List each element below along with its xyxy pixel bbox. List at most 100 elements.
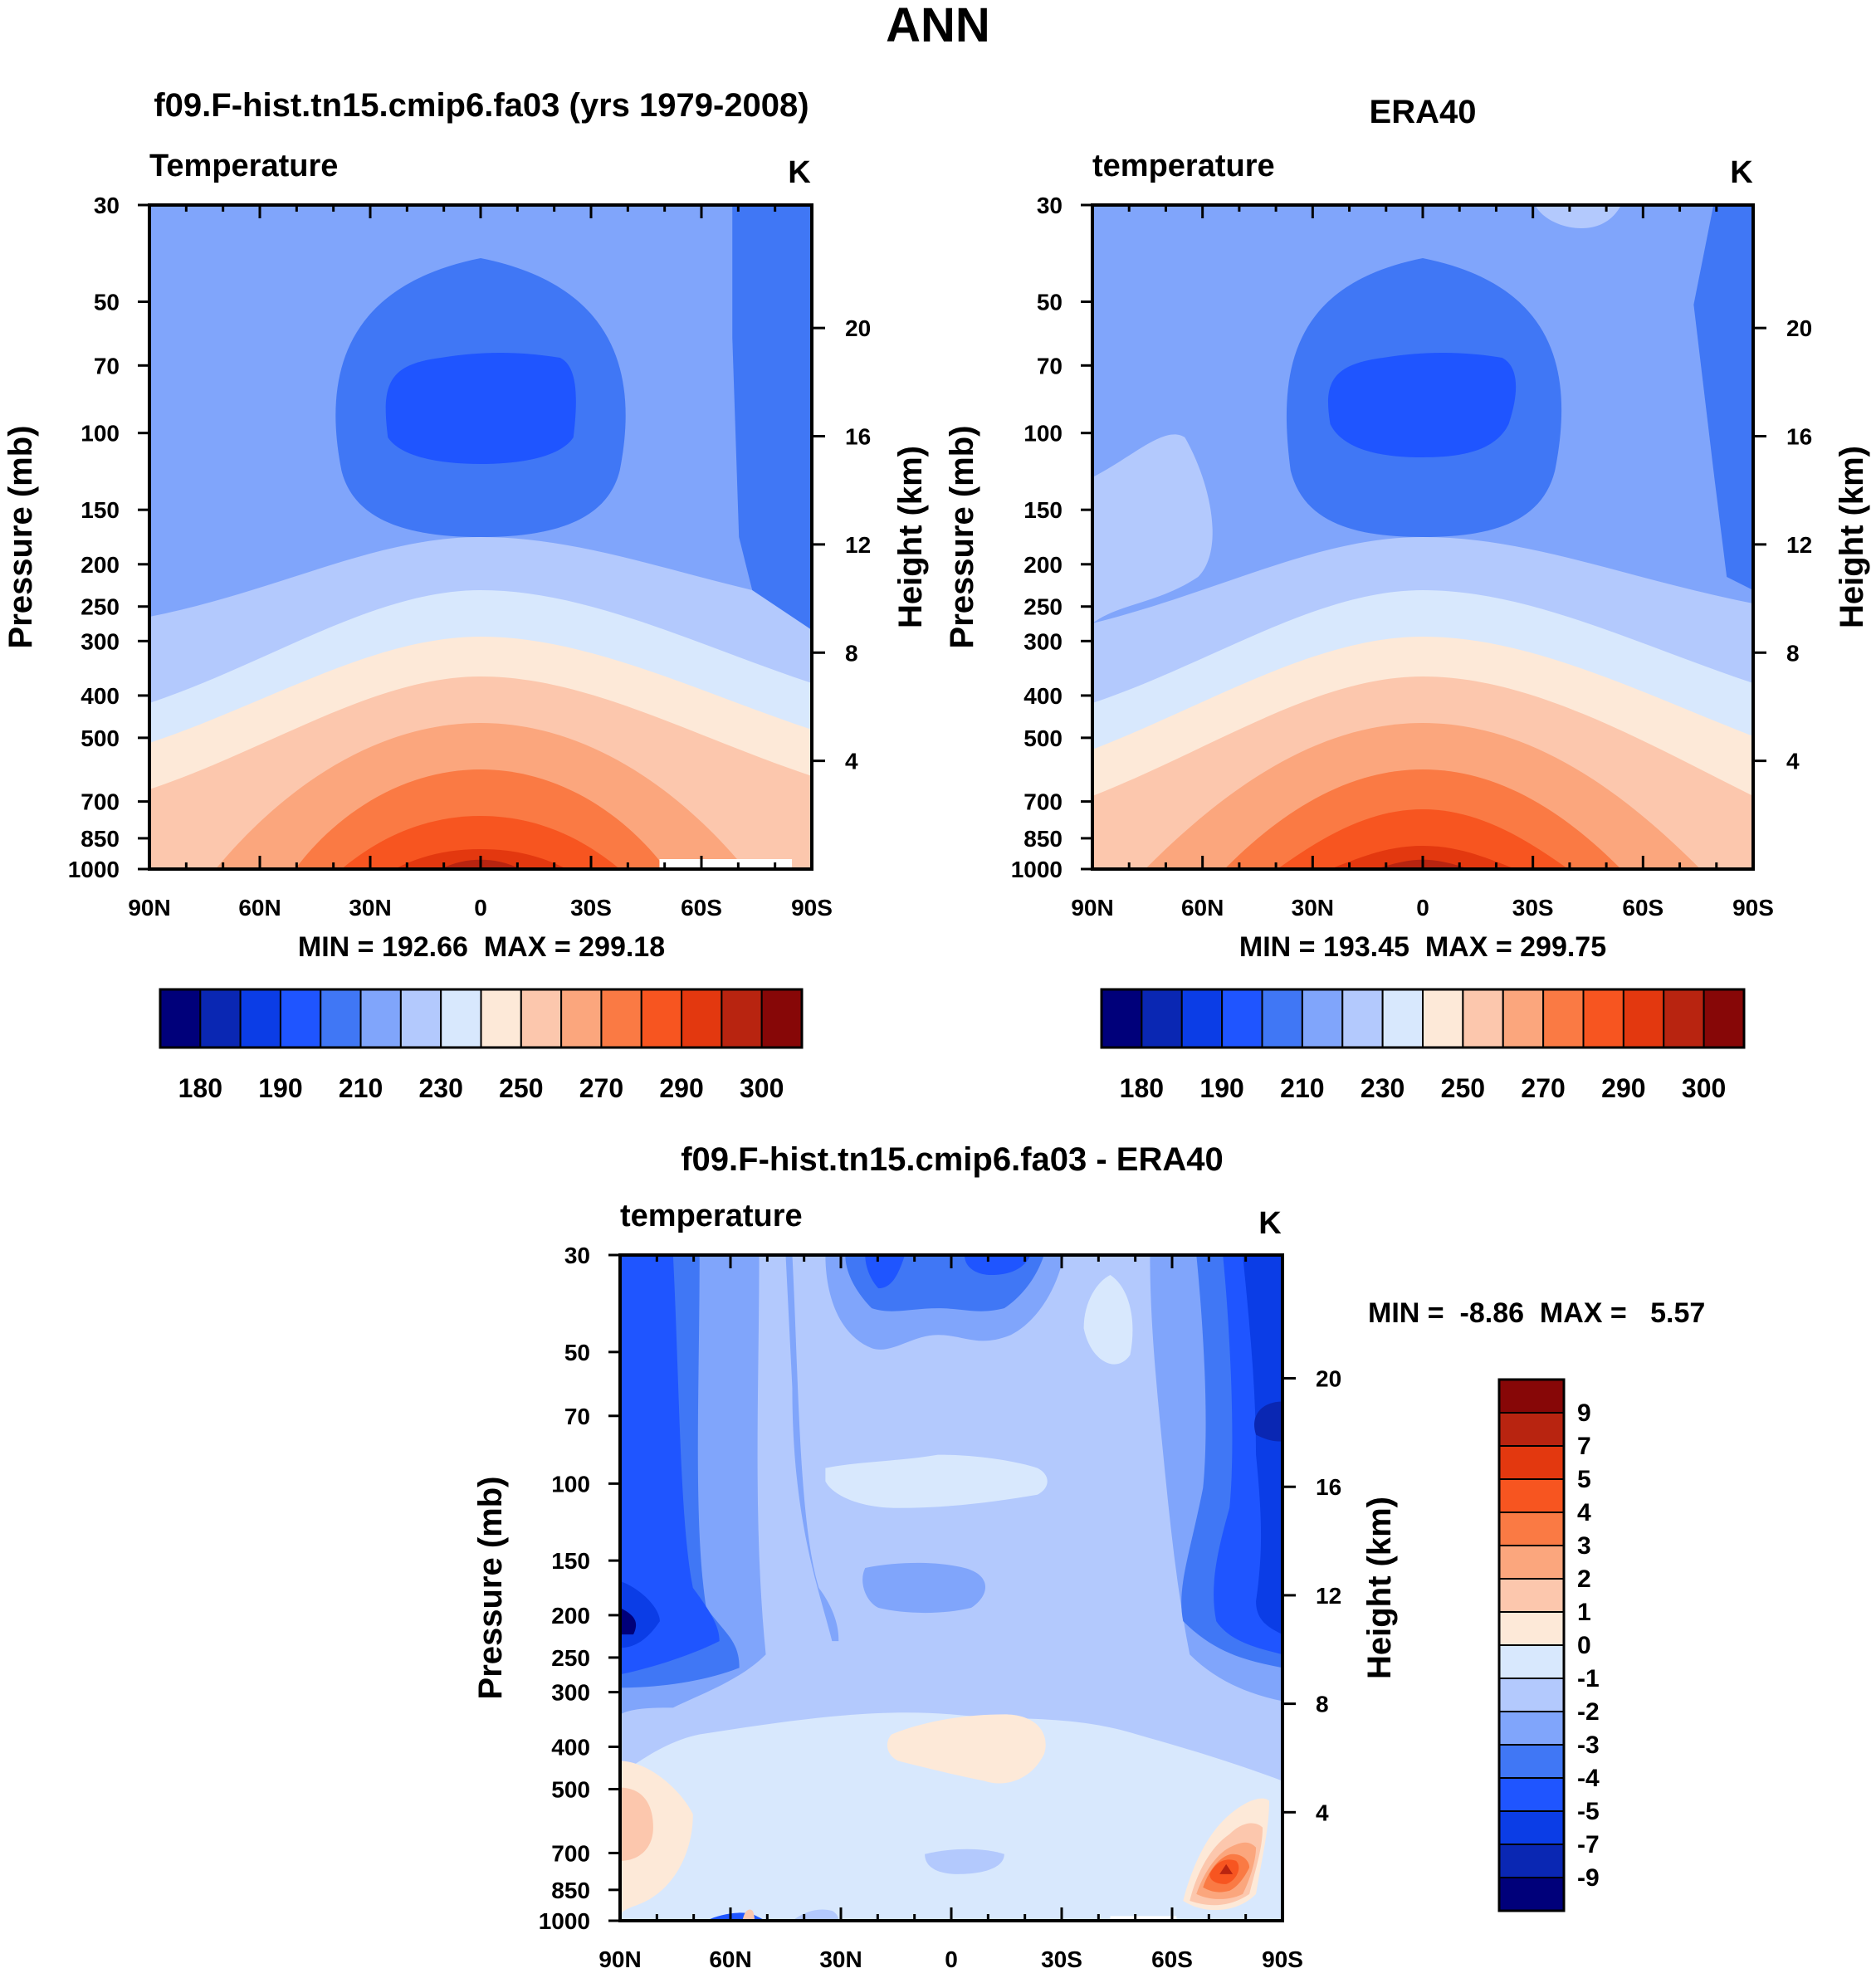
colorbar-swatch (1498, 1412, 1565, 1447)
y-axis-right: 20 16 12 8 4 (812, 315, 871, 774)
colorbar-swatch (1180, 989, 1224, 1048)
colorbar-label: 180 (178, 1073, 222, 1103)
y-tick-label: 1000 (539, 1908, 590, 1934)
y-tick-label: 150 (551, 1548, 590, 1574)
colorbar-label: 9 (1577, 1399, 1591, 1427)
colorbar-swatch (1341, 989, 1384, 1048)
colorbar-swatch (1542, 989, 1585, 1048)
y-tick-label: 400 (551, 1734, 590, 1760)
panel-title: f09.F-hist.tn15.cmip6.fa03 - ERA40 (681, 1141, 1224, 1178)
colorbar-label: 210 (1280, 1073, 1324, 1103)
y-tick-label: 200 (81, 552, 120, 578)
colorbar-label: 4 (1577, 1499, 1591, 1526)
y-axis-right-label: Height (km) (1834, 446, 1870, 628)
x-tick-label: 90N (1071, 895, 1113, 921)
colorbar-swatch (1498, 1644, 1565, 1679)
colorbar-swatch (1703, 989, 1745, 1048)
y-tick-label: 100 (81, 421, 120, 447)
colorbar-swatch (159, 989, 202, 1048)
colorbar-label: 300 (740, 1073, 784, 1103)
min-max-stats: MIN = -8.86 MAX = 5.57 (1368, 1297, 1705, 1329)
x-tick-label: 30N (819, 1946, 862, 1972)
x-axis: 90N 60N 30N 0 30S 60S 90S (598, 1255, 1303, 1972)
height-tick-label: 8 (1786, 640, 1800, 666)
y-tick-label: 1000 (68, 857, 120, 882)
colorbar-swatch (1498, 1545, 1565, 1580)
x-tick-label: 90S (791, 895, 833, 921)
y-axis-left: 30 50 70 100 150 200 250 300 400 500 700 850 1000 (68, 193, 149, 882)
y-tick-label: 50 (94, 290, 120, 315)
colorbar-swatch (1498, 1512, 1565, 1546)
height-tick-label: 12 (1786, 532, 1812, 558)
y-tick-label: 500 (551, 1776, 590, 1802)
colorbar-swatch (239, 989, 281, 1048)
colorbar-swatch (1101, 989, 1143, 1048)
x-tick-label: 90S (1262, 1946, 1303, 1972)
colorbar-frame (1100, 988, 1746, 1049)
units-label: K (788, 155, 811, 190)
colorbar-swatch (1141, 989, 1183, 1048)
height-tick-label: 16 (845, 424, 871, 450)
height-tick-label: 20 (845, 315, 871, 341)
colorbar-label: 230 (1361, 1073, 1405, 1103)
y-tick-label: 850 (1023, 826, 1063, 852)
colorbar-swatch (1498, 1478, 1565, 1513)
x-tick-label: 60S (1622, 895, 1663, 921)
x-tick-label: 60N (709, 1946, 751, 1972)
colorbar-label: -5 (1577, 1798, 1600, 1825)
colorbar-swatch (1498, 1578, 1565, 1613)
colorbar-swatch (1462, 989, 1504, 1048)
colorbar-swatch (1498, 1744, 1565, 1779)
height-tick-label: 4 (1316, 1800, 1329, 1825)
height-tick-label: 4 (845, 749, 858, 774)
y-tick-label: 70 (94, 353, 120, 379)
y-tick-label: 700 (1023, 789, 1063, 815)
units-label: K (1258, 1206, 1282, 1241)
colorbar-swatch (1498, 1611, 1565, 1646)
colorbar-swatch (399, 989, 442, 1048)
colorbar-label: -9 (1577, 1864, 1600, 1892)
colorbar-label: 0 (1577, 1632, 1591, 1659)
panel-title: f09.F-hist.tn15.cmip6.fa03 (yrs 1979-200… (154, 87, 809, 124)
y-tick-label: 500 (1023, 725, 1063, 751)
colorbar-label: 270 (579, 1073, 623, 1103)
x-tick-label: 60S (681, 895, 722, 921)
y-tick-label: 30 (1037, 193, 1063, 218)
colorbar-label: 230 (418, 1073, 462, 1103)
colorbar-swatch (1221, 989, 1263, 1048)
colorbar-label: 190 (1199, 1073, 1243, 1103)
colorbar-swatch (1498, 1445, 1565, 1480)
colorbar-swatch (1582, 989, 1624, 1048)
x-tick-label: 30N (349, 895, 391, 921)
colorbar-swatch (1498, 1711, 1565, 1746)
y-tick-label: 200 (551, 1603, 590, 1629)
colorbar-label: 2 (1577, 1565, 1591, 1593)
colorbar-frame (1497, 1378, 1566, 1912)
colorbar-swatch (1301, 989, 1344, 1048)
y-tick-label: 1000 (1011, 857, 1063, 882)
colorbar-swatch (520, 989, 563, 1048)
colorbar-swatch (1663, 989, 1705, 1048)
y-tick-label: 250 (81, 594, 120, 620)
y-tick-label: 850 (81, 826, 120, 852)
y-axis-right-label: Height (km) (892, 446, 929, 628)
colorbar-label: -7 (1577, 1831, 1600, 1858)
colorbar-swatch (1498, 1777, 1565, 1812)
height-tick-label: 16 (1316, 1474, 1341, 1500)
plot-area (1092, 205, 1753, 869)
colorbar-swatch (1498, 1678, 1565, 1712)
panel-difference: f09.F-hist.tn15.cmip6.fa03 - ERA40 tempe… (472, 1141, 1705, 1972)
colorbar-label: -3 (1577, 1731, 1600, 1759)
x-tick-label: 0 (945, 1946, 958, 1972)
y-tick-label: 300 (1023, 628, 1063, 654)
min-max-stats: MIN = 193.45 MAX = 299.75 (1239, 931, 1606, 963)
y-tick-label: 150 (81, 497, 120, 523)
colorbar-label: 7 (1577, 1433, 1591, 1460)
colorbar-swatch (1498, 1379, 1565, 1414)
y-tick-label: 200 (1023, 552, 1063, 578)
x-tick-label: 60N (1181, 895, 1224, 921)
y-axis-right: 20 16 12 8 4 (1282, 1366, 1341, 1825)
height-tick-label: 12 (1316, 1583, 1341, 1609)
y-tick-label: 50 (564, 1340, 590, 1365)
